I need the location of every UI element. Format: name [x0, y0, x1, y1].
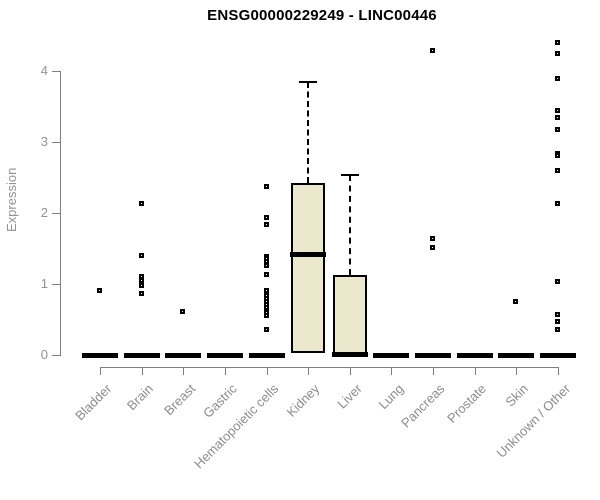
box-median	[498, 353, 535, 358]
outlier-point	[430, 48, 436, 54]
outlier-point	[555, 318, 561, 324]
outlier-point	[513, 299, 519, 305]
box-whisker	[307, 82, 310, 184]
x-tick-label: Skin	[502, 381, 532, 410]
outlier-point	[263, 184, 269, 190]
x-tick-label: Pancreas	[398, 381, 448, 431]
y-axis-tick	[52, 71, 60, 72]
outlier-point	[263, 214, 269, 220]
outlier-point	[555, 201, 561, 207]
y-tick-label: 0	[40, 347, 48, 362]
y-axis-line	[60, 71, 61, 356]
box-median	[331, 351, 368, 357]
outlier-point	[138, 274, 144, 280]
x-axis-tick	[391, 367, 393, 375]
x-tick-label: Breast	[160, 381, 198, 419]
outlier-point	[555, 167, 561, 173]
x-axis-tick	[474, 367, 476, 375]
outlier-point	[263, 222, 269, 228]
outlier-point	[138, 291, 144, 297]
x-axis-tick	[224, 367, 226, 375]
x-tick-label: Bladder	[72, 381, 115, 424]
y-tick-label: 2	[40, 205, 48, 220]
x-tick-label: Brain	[124, 381, 157, 414]
x-axis-tick	[266, 367, 268, 375]
whisker-cap	[299, 81, 318, 84]
outlier-point	[180, 308, 186, 314]
y-axis-tick	[52, 284, 60, 285]
outlier-point	[555, 326, 561, 332]
x-tick-label: Lung	[375, 381, 407, 413]
box-plot-box	[332, 274, 367, 355]
box-median	[290, 252, 327, 258]
outlier-point	[430, 245, 436, 251]
outlier-point	[263, 262, 269, 268]
x-axis-tick	[516, 367, 518, 375]
x-tick-label: Unknown / Other	[493, 381, 573, 461]
outlier-point	[430, 235, 436, 241]
box-median	[165, 353, 202, 358]
x-axis-tick	[558, 367, 560, 375]
outlier-point	[555, 279, 561, 285]
box-plot-box	[291, 183, 326, 353]
y-tick-label: 4	[40, 63, 48, 78]
outlier-point	[263, 313, 269, 319]
outlier-point	[97, 287, 102, 293]
box-median	[206, 353, 243, 358]
outlier-point	[138, 201, 144, 207]
outlier-point	[555, 108, 561, 114]
outlier-point	[138, 252, 144, 258]
outlier-point	[263, 326, 269, 332]
outlier-point	[555, 39, 561, 45]
box-median	[373, 353, 410, 358]
x-axis-line	[100, 367, 560, 368]
box-median	[123, 353, 160, 358]
outlier-point	[555, 51, 561, 57]
outlier-point	[555, 311, 561, 317]
box-median	[456, 353, 493, 358]
box-median	[82, 353, 118, 358]
outlier-point	[555, 76, 561, 82]
x-tick-label: Liver	[333, 381, 365, 412]
outlier-point	[555, 153, 561, 159]
y-axis-tick	[52, 213, 60, 214]
box-median	[540, 353, 577, 358]
x-tick-label: Gastric	[199, 381, 240, 421]
x-axis-tick	[183, 367, 185, 375]
outlier-point	[555, 126, 561, 132]
outlier-point	[138, 278, 144, 284]
outlier-point	[263, 258, 269, 264]
outlier-point	[555, 115, 561, 121]
box-median	[415, 353, 452, 358]
x-axis-tick	[349, 367, 351, 375]
x-tick-label: Prostate	[444, 381, 490, 426]
chart-title: ENSG00000229249 - LINC00446	[207, 7, 437, 24]
x-axis-tick	[433, 367, 435, 375]
y-axis-tick	[52, 142, 60, 143]
y-tick-label: 1	[40, 276, 48, 291]
x-axis-tick	[308, 367, 310, 375]
box-whisker	[348, 174, 351, 275]
box-median	[248, 353, 285, 358]
outlier-point	[263, 272, 269, 278]
whisker-cap	[340, 173, 359, 176]
y-tick-label: 3	[40, 134, 48, 149]
y-axis-tick	[52, 355, 60, 356]
x-axis-tick	[141, 367, 143, 375]
outlier-point	[138, 282, 144, 288]
y-axis-label: Expression	[4, 167, 19, 232]
x-tick-label: Kidney	[284, 381, 323, 420]
x-axis-tick	[100, 367, 101, 375]
